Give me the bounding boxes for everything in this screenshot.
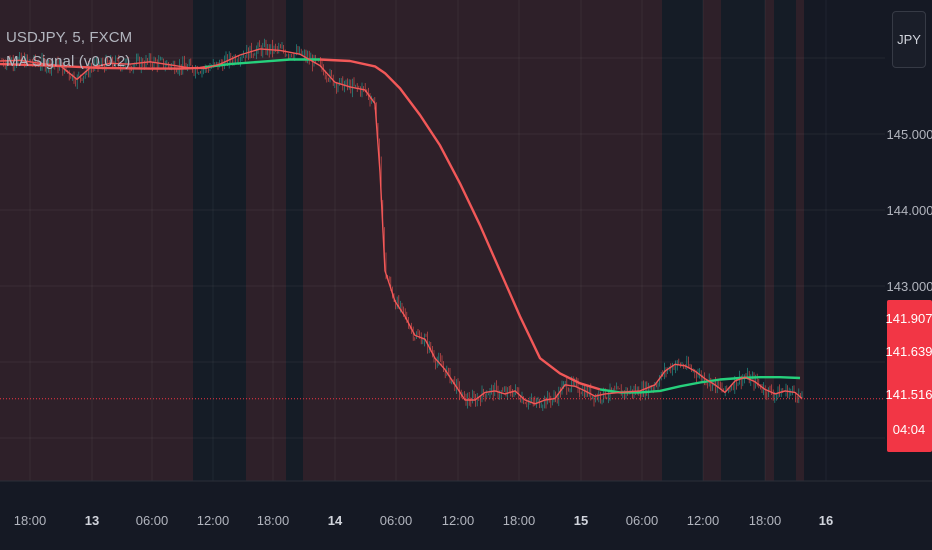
time-tick-label: 15 xyxy=(574,513,588,528)
time-tick-label: 13 xyxy=(85,513,99,528)
time-tick-label: 12:00 xyxy=(442,513,475,528)
indicator-legend[interactable]: MA Signal (v0.0.2) xyxy=(6,53,131,70)
time-tick-label: 06:00 xyxy=(380,513,413,528)
zone-bear xyxy=(765,0,774,481)
time-tick-label: 18:00 xyxy=(749,513,782,528)
zone-bear xyxy=(303,0,662,481)
zone-bull xyxy=(193,0,246,481)
price-tick-label: 145.000 xyxy=(887,127,932,142)
symbol-legend[interactable]: USDJPY, 5, FXCM xyxy=(6,29,133,46)
zone-bear xyxy=(796,0,804,481)
price-tag-label: 141.516 xyxy=(886,387,932,402)
currency-button[interactable]: JPY xyxy=(892,11,926,68)
price-tick-label: 143.000 xyxy=(887,279,932,294)
slow-ma-line xyxy=(599,376,801,394)
trend-zones xyxy=(0,0,804,481)
time-tick-label: 18:00 xyxy=(14,513,47,528)
price-tag-label: 141.639 xyxy=(886,344,932,359)
zone-bear xyxy=(703,0,721,481)
price-tag-box xyxy=(887,300,932,452)
grid-lines xyxy=(0,0,885,481)
price-tags: 141.907 141.639 141.516 04:04 xyxy=(886,300,932,452)
time-tick-label: 12:00 xyxy=(687,513,720,528)
price-tag-label: 141.907 xyxy=(886,311,932,326)
time-tick-label: 18:00 xyxy=(503,513,536,528)
time-tick-label: 06:00 xyxy=(626,513,659,528)
time-axis[interactable]: 18:00 13 06:00 12:00 18:00 14 06:00 12:00 18:00 1… xyxy=(0,480,932,550)
time-tick-label: 12:00 xyxy=(197,513,230,528)
time-tick-label: 14 xyxy=(328,513,343,528)
zone-bear xyxy=(246,0,286,481)
time-tick-label: 16 xyxy=(819,513,833,528)
zone-bear xyxy=(0,0,193,481)
zone-bull xyxy=(286,0,303,481)
price-tick-label: 144.000 xyxy=(887,203,932,218)
time-axis-bg xyxy=(0,481,932,550)
zone-bull xyxy=(774,0,796,481)
zone-bull xyxy=(662,0,703,481)
zone-bull xyxy=(721,0,765,481)
time-tick-label: 18:00 xyxy=(257,513,290,528)
time-tick-label: 06:00 xyxy=(136,513,169,528)
slow-ma-line xyxy=(319,58,601,391)
slow-ma-line xyxy=(204,58,320,69)
fast-ma-line xyxy=(0,48,803,405)
ma-lines xyxy=(0,48,885,405)
price-tag-label: 04:04 xyxy=(893,422,926,437)
